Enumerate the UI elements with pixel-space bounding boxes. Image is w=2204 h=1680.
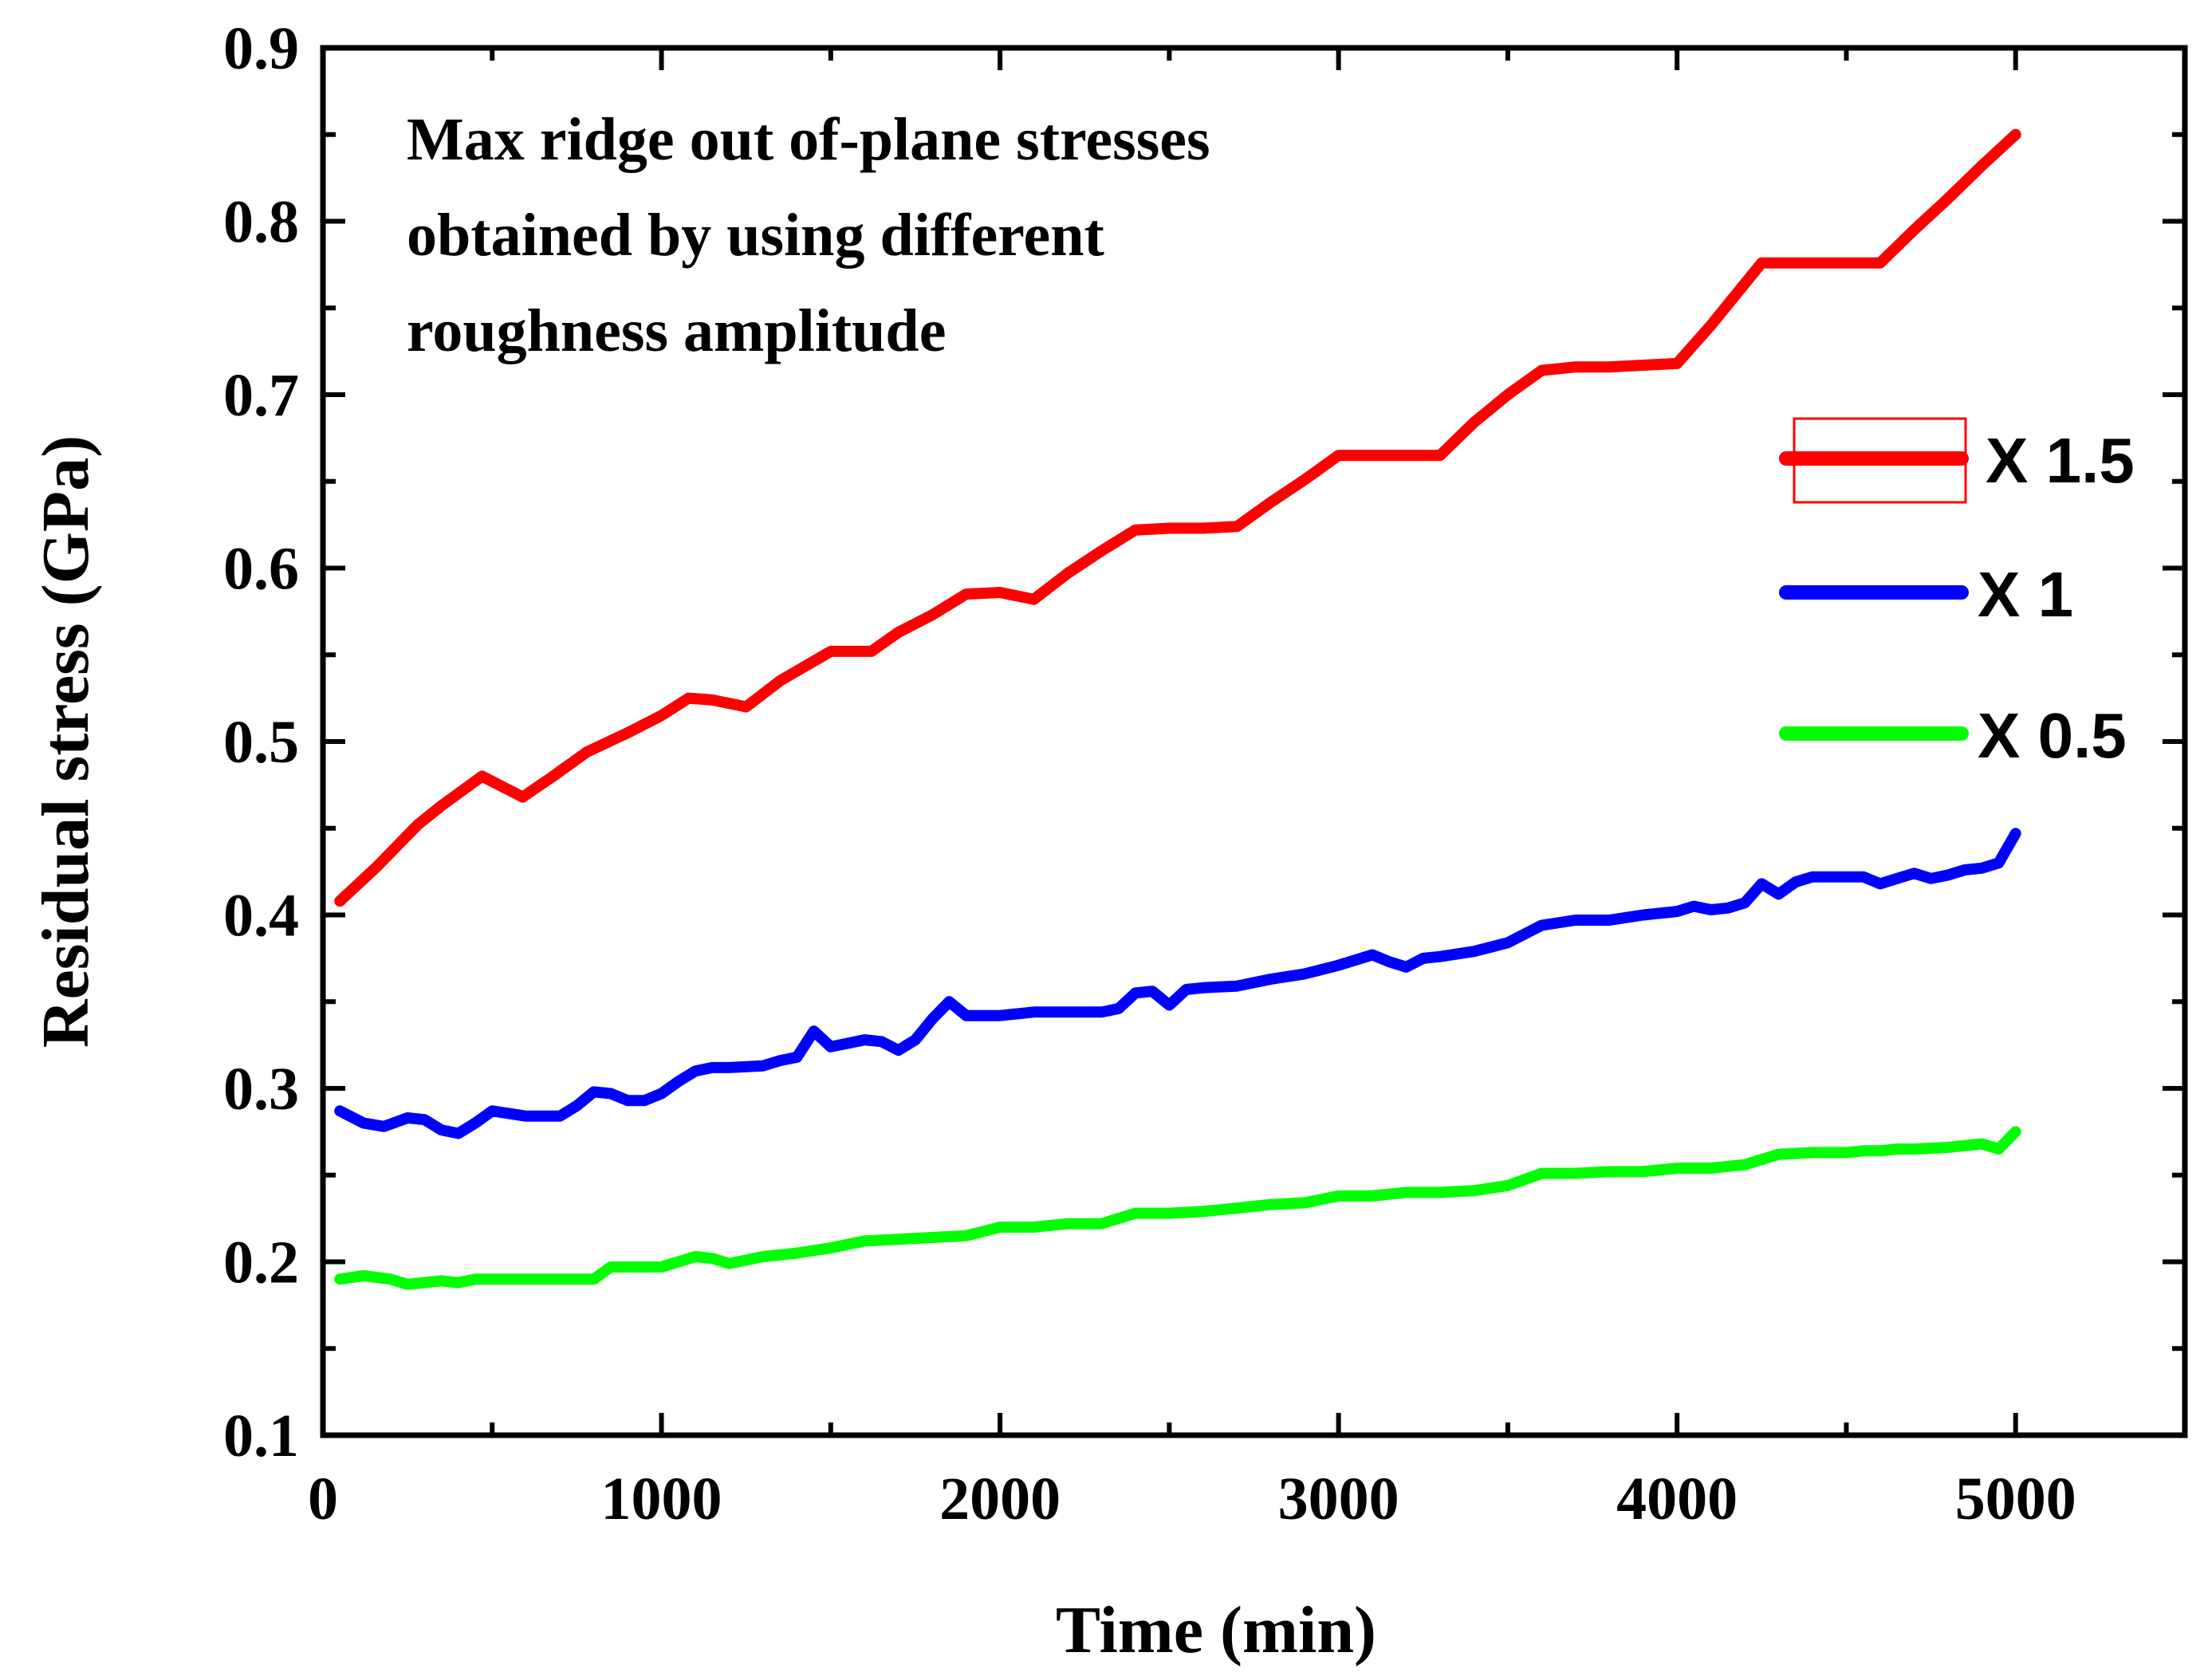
x-tick-label: 5000 xyxy=(1955,1466,2076,1532)
x-tick-label: 0 xyxy=(308,1466,338,1532)
x-axis-ticks: 0 1000 2000 3000 4000 5000 xyxy=(308,48,2076,1532)
series-line-x0.5 xyxy=(334,1126,2021,1290)
y-tick-label: 0.6 xyxy=(223,536,299,603)
annotation-line-3: roughness amplitude xyxy=(407,297,946,364)
y-tick-label: 0.4 xyxy=(223,883,299,950)
y-tick-label: 0.3 xyxy=(223,1056,299,1123)
y-tick-label: 0.2 xyxy=(223,1230,299,1296)
y-tick-label: 0.9 xyxy=(223,15,299,82)
legend-label-x1: X 1 xyxy=(1978,559,2073,630)
x-tick-label: 1000 xyxy=(601,1466,722,1532)
y-axis-title: Residual stress (GPa) xyxy=(29,435,103,1048)
series-layer xyxy=(334,128,2021,1290)
annotation-line-2: obtained by using different xyxy=(407,202,1104,269)
series-line-x1 xyxy=(334,828,2021,1139)
y-tick-label: 0.7 xyxy=(223,362,299,429)
y-tick-label: 0.1 xyxy=(223,1403,299,1470)
annotation: Max ridge out of-plane stresses obtained… xyxy=(407,106,1210,364)
legend: X 1.5 X 1 X 0.5 xyxy=(1779,417,2135,771)
x-tick-label: 3000 xyxy=(1278,1466,1399,1532)
annotation-line-1: Max ridge out of-plane stresses xyxy=(407,106,1210,173)
legend-label-x1.5: X 1.5 xyxy=(1986,425,2135,496)
series-line-x1.5 xyxy=(334,128,2021,907)
legend-label-x0.5: X 0.5 xyxy=(1978,700,2127,771)
x-tick-label: 2000 xyxy=(939,1466,1061,1532)
x-tick-label: 4000 xyxy=(1616,1466,1738,1532)
y-tick-label: 0.8 xyxy=(223,189,299,256)
y-tick-label: 0.5 xyxy=(223,709,299,776)
y-axis-ticks: 0.1 0.2 0.3 0.4 0.5 0.6 0.7 0.8 0.9 xyxy=(223,15,2185,1470)
x-axis-title: Time (min) xyxy=(1056,1593,1376,1667)
